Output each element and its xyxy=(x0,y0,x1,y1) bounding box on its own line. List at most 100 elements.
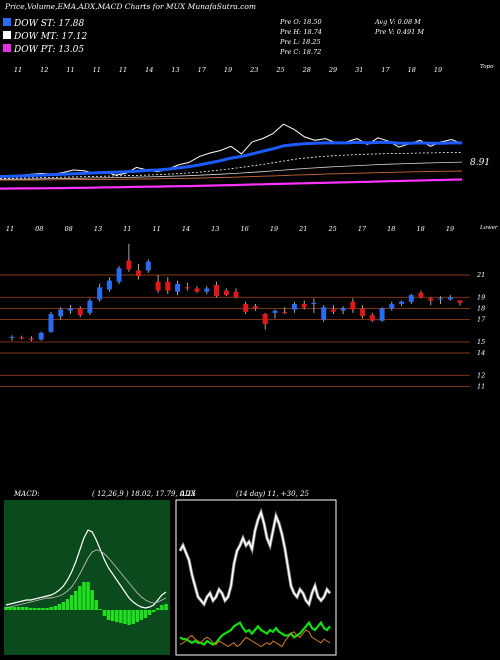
price-candle-2 xyxy=(29,336,34,342)
adx-series-1 xyxy=(179,620,331,647)
ema-series-3 xyxy=(0,161,463,180)
price-candle-37 xyxy=(369,312,375,322)
ema-x-tick-10: 25 xyxy=(275,66,284,74)
ema-x-tick-3: 11 xyxy=(93,66,101,74)
ema-x-ticks: 11 12 11 11 11 14 13 17 19 23 25 28 29 31 17 18 19 xyxy=(14,66,442,74)
legend-swatch-mt xyxy=(3,31,11,39)
macd-histogram xyxy=(4,582,168,625)
macd-bar-6 xyxy=(28,608,33,610)
macd-bar-19 xyxy=(82,582,86,610)
price-y-tick-1: 12 xyxy=(477,371,485,379)
price-x-tick-1: 08 xyxy=(35,225,43,233)
price-y-tick-3: 15 xyxy=(477,338,485,346)
adx-series-2 xyxy=(179,629,331,648)
price-candle-3 xyxy=(38,331,44,341)
macd-bar-16 xyxy=(69,595,74,610)
macd-bar-12 xyxy=(53,606,57,610)
stat-high: Pre H: 18.74 xyxy=(279,28,322,36)
ema-x-tick-12: 29 xyxy=(328,66,337,74)
price-candle-5 xyxy=(58,307,64,320)
price-candle-26 xyxy=(262,312,268,330)
macd-bar-36 xyxy=(151,610,156,612)
macd-bar-26 xyxy=(110,610,115,621)
macd-bar-38 xyxy=(160,605,164,610)
price-candle-32 xyxy=(321,305,327,322)
price-candle-28 xyxy=(282,307,288,314)
price-candle-18 xyxy=(184,282,190,291)
price-y-tick-0: 11 xyxy=(477,382,485,390)
price-candle-7 xyxy=(77,306,83,318)
price-candle-29 xyxy=(291,301,297,313)
macd-bar-30 xyxy=(127,610,131,625)
price-y-tick-7: 21 xyxy=(476,271,485,279)
macd-bar-29 xyxy=(123,610,127,624)
price-gridlines: 11 12 14 15 17 18 19 21 xyxy=(0,271,486,390)
macd-bar-18 xyxy=(78,586,82,610)
macd-bar-39 xyxy=(164,604,168,610)
ema-x-tick-0: 11 xyxy=(14,66,22,74)
price-candle-25 xyxy=(253,304,258,311)
macd-bar-14 xyxy=(61,602,66,610)
macd-bar-10 xyxy=(45,608,49,610)
ema-x-tick-15: 18 xyxy=(408,66,416,74)
ema-x-tick-2: 11 xyxy=(66,66,74,74)
price-panel: 11 08 08 13 11 11 14 13 16 19 21 25 17 18 18 19 Lower 1… xyxy=(0,225,498,390)
macd-params: ( 12,26,9 ) 18.02, 17.79, 0.23 xyxy=(92,490,196,498)
price-candle-15 xyxy=(155,275,161,293)
price-stats: Pre O: 18.50 Pre H: 18.74 Pre L: 18.25 P… xyxy=(279,18,424,56)
adx-params: (14 day) 11, +30, 25 xyxy=(236,490,309,498)
macd-bar-1 xyxy=(8,607,12,610)
price-candle-1 xyxy=(19,335,25,340)
price-candle-0 xyxy=(9,335,15,341)
price-candle-12 xyxy=(126,243,132,272)
macd-bar-22 xyxy=(94,600,98,610)
ema-x-tick-6: 13 xyxy=(171,66,179,74)
price-candle-14 xyxy=(145,259,151,273)
price-candle-45 xyxy=(447,295,453,301)
adx-label: ADX xyxy=(179,490,197,498)
price-y-tick-5: 18 xyxy=(477,304,485,312)
price-x-tick-8: 16 xyxy=(241,225,249,233)
macd-bar-33 xyxy=(139,610,144,620)
price-candle-34 xyxy=(340,306,346,314)
price-x-tick-13: 18 xyxy=(387,225,395,233)
price-x-tick-12: 17 xyxy=(358,225,367,233)
adx-lines xyxy=(178,507,332,648)
ema-last-value-label: 8.91 xyxy=(470,158,490,168)
price-x-tick-14: 18 xyxy=(417,225,425,233)
ema-x-tick-13: 31 xyxy=(355,66,363,74)
stat-low: Pre L: 18.25 xyxy=(279,38,321,46)
price-candle-31 xyxy=(311,298,317,313)
price-candle-22 xyxy=(223,288,229,297)
macd-bar-21 xyxy=(90,590,94,610)
price-candle-27 xyxy=(272,309,278,319)
macd-bar-11 xyxy=(49,607,53,610)
price-candle-36 xyxy=(360,305,366,319)
ema-x-tick-9: 23 xyxy=(249,66,258,74)
stat-prev-volume: Pre V: 0.491 M xyxy=(374,28,424,36)
legend: DOW ST: 17.88 DOW MT: 17.12 DOW PT: 13.0… xyxy=(3,18,88,55)
ema-x-tick-8: 19 xyxy=(224,66,232,74)
price-x-tick-10: 21 xyxy=(298,225,307,233)
price-candle-4 xyxy=(48,311,54,333)
macd-bar-34 xyxy=(143,610,148,618)
price-x-tick-9: 19 xyxy=(270,225,278,233)
ema-x-tick-7: 17 xyxy=(198,66,207,74)
price-candle-8 xyxy=(87,298,93,316)
macd-bar-25 xyxy=(106,610,111,620)
price-x-tick-5: 11 xyxy=(153,225,161,233)
price-x-ticks: 11 08 08 13 11 11 14 13 16 19 21 25 17 18 18 19 xyxy=(6,225,454,233)
price-candle-16 xyxy=(165,277,171,294)
page-title: Price,Volume,EMA,ADX,MACD Charts for MUX… xyxy=(4,2,256,11)
ema-x-tick-16: 19 xyxy=(434,66,442,74)
ema-series-5 xyxy=(0,178,463,190)
ema-x-tick-5: 14 xyxy=(145,66,153,74)
price-y-tick-6: 19 xyxy=(477,293,485,301)
price-x-tick-11: 25 xyxy=(328,225,337,233)
price-candle-42 xyxy=(418,290,424,299)
price-candle-13 xyxy=(136,263,142,280)
price-candle-19 xyxy=(194,286,200,293)
legend-dow-pt: DOW PT: 13.05 xyxy=(13,45,84,55)
price-candle-21 xyxy=(214,281,219,298)
